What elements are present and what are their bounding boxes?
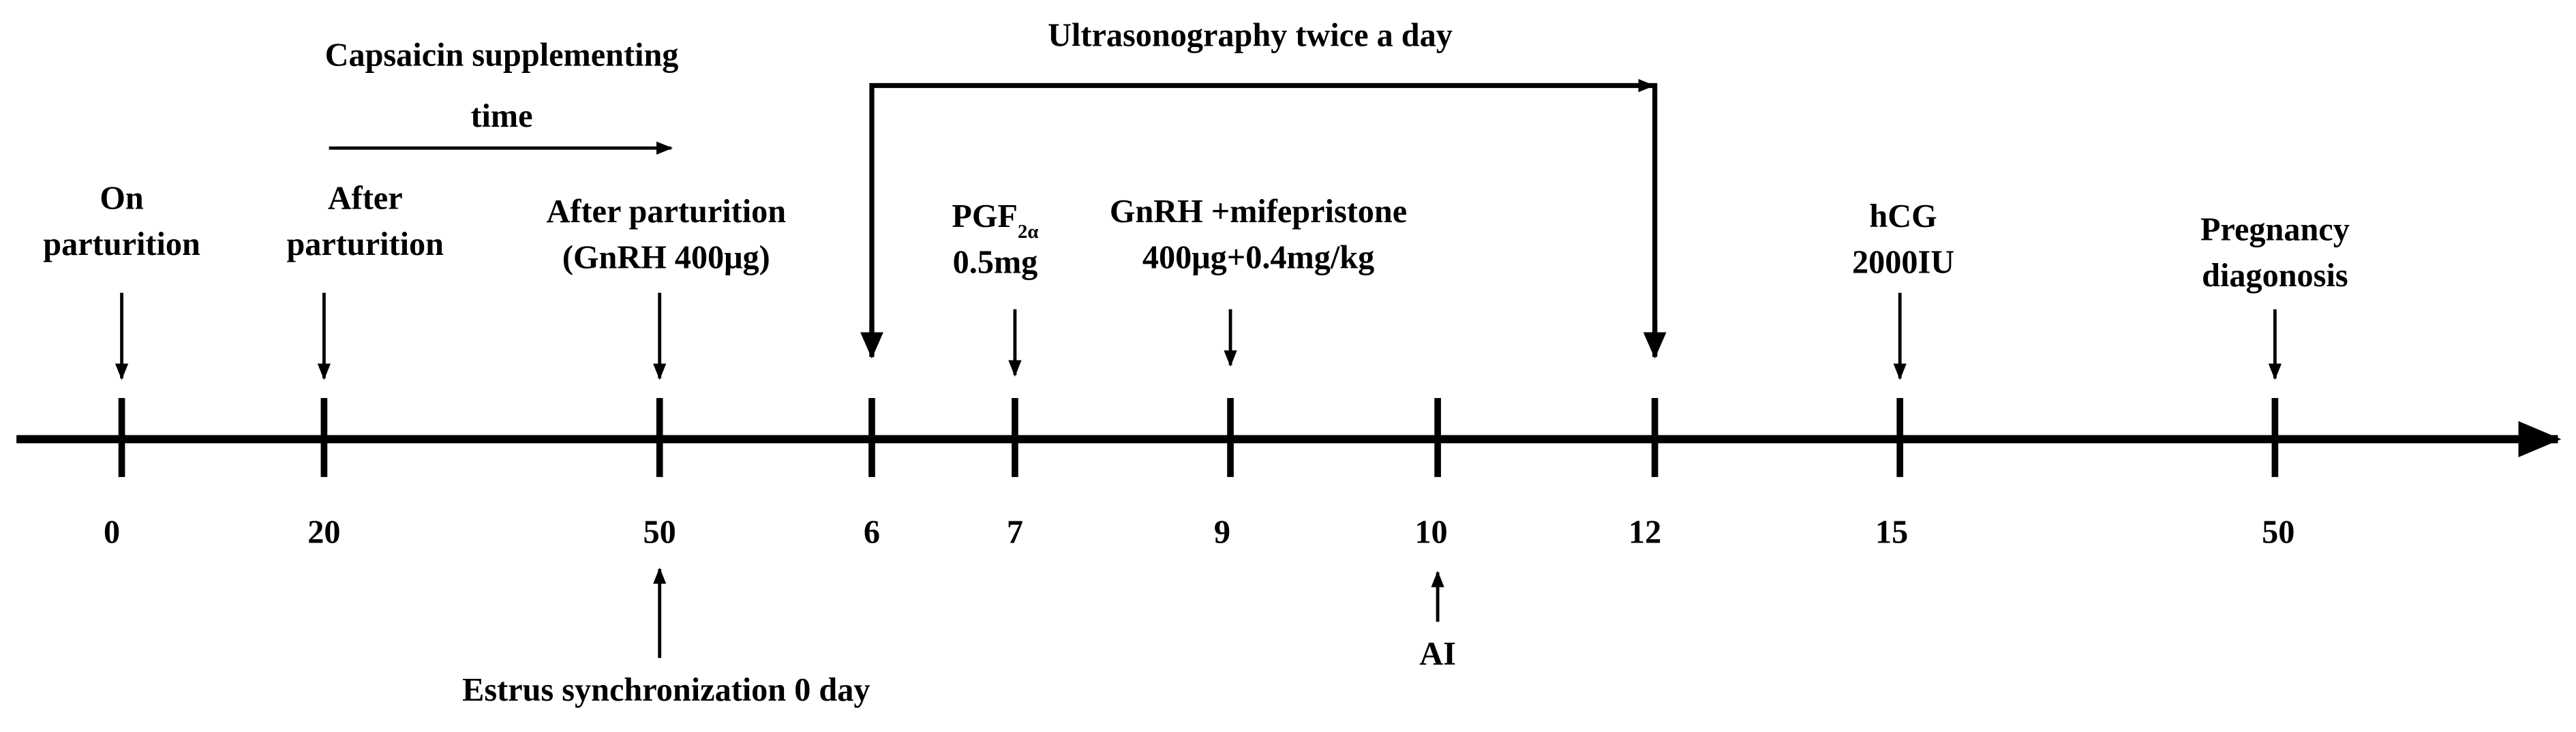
tick-label: 20 [307, 514, 340, 550]
event-label: diagonosis [2202, 258, 2348, 294]
event-label: (GnRH 400μg) [562, 239, 770, 275]
event-label: AI [1419, 636, 1456, 672]
event-subscript: 2α [1018, 221, 1039, 243]
event-label: parturition [286, 226, 444, 262]
tick-label: 12 [1628, 514, 1661, 550]
tick-label: 0 [104, 514, 120, 550]
event-label: GnRH +mifepristone [1110, 194, 1407, 230]
event-label: Pregnancy [2200, 211, 2350, 247]
capsaicin-label: time [470, 98, 532, 134]
tick-label: 50 [2262, 514, 2294, 550]
event-label: On [100, 181, 144, 217]
event-label-text: PGF [952, 198, 1017, 234]
tick-label: 15 [1875, 514, 1908, 550]
event-label: After parturition [547, 194, 787, 230]
event-label: 400μg+0.4mg/kg [1142, 239, 1374, 275]
capsaicin-label: Capsaicin supplementing [325, 37, 679, 74]
event-label: Estrus synchronization 0 day [462, 672, 870, 708]
event-label: After [328, 181, 403, 217]
tick-label: 50 [643, 514, 676, 550]
event-label: hCG [1869, 198, 1937, 234]
tick-label: 6 [864, 514, 880, 550]
event-label: parturition [43, 226, 200, 262]
event-label: 2000IU [1852, 245, 1954, 281]
tick-label: 9 [1214, 514, 1230, 550]
ultrasonography-bracket [869, 82, 1658, 354]
event-label: PGF2α [952, 198, 1038, 243]
event-label: 0.5mg [953, 245, 1038, 281]
tick-label: 10 [1414, 514, 1447, 550]
tick-label: 7 [1007, 514, 1023, 550]
ultrasonography-label: Ultrasonography twice a day [1048, 18, 1453, 54]
